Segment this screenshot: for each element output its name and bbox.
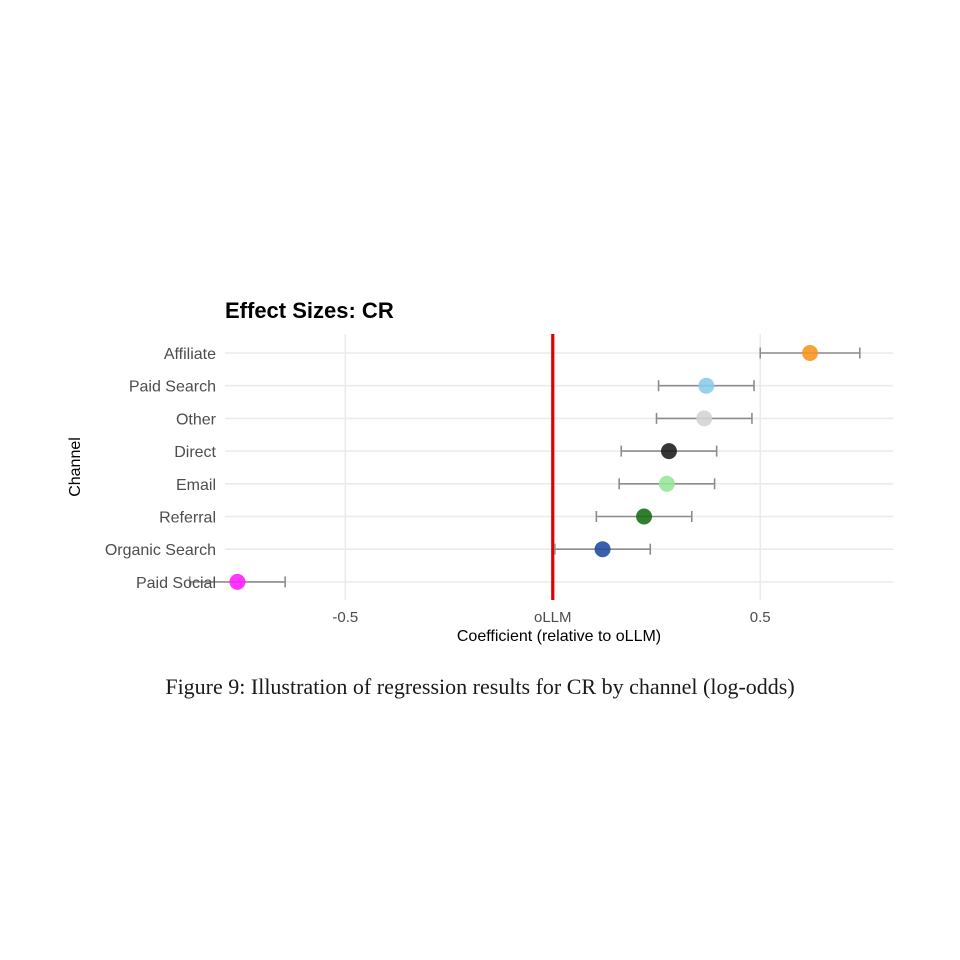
y-tick-label: Other xyxy=(176,411,217,428)
y-tick-label: Affiliate xyxy=(164,346,216,363)
data-point xyxy=(594,541,611,558)
y-tick-label: Email xyxy=(176,477,216,494)
marks-layer xyxy=(188,345,861,590)
x-tick-label: oLLM xyxy=(534,609,572,626)
data-point xyxy=(698,377,715,394)
y-axis-label: Channel xyxy=(67,437,84,497)
x-tick-label: -0.5 xyxy=(332,609,358,626)
y-tick-label: Referral xyxy=(159,510,216,527)
y-tick-label: Paid Search xyxy=(129,379,216,396)
data-point xyxy=(658,475,675,492)
y-tick-label: Organic Search xyxy=(105,542,216,559)
data-point xyxy=(229,573,246,590)
data-point xyxy=(696,410,713,427)
figure-caption: Figure 9: Illustration of regression res… xyxy=(165,674,795,699)
x-axis-label: Coefficient (relative to oLLM) xyxy=(457,628,661,645)
y-tick-labels: Affiliate Paid Search Other Direct Email Refe… xyxy=(105,346,217,592)
x-tick-labels: -0.5 oLLM 0.5 xyxy=(332,609,770,626)
grid-layer xyxy=(225,334,893,600)
x-tick-label: 0.5 xyxy=(750,609,771,626)
chart-title: Effect Sizes: CR xyxy=(225,298,394,323)
y-tick-label: Paid Social xyxy=(136,575,216,592)
data-point xyxy=(660,443,677,460)
y-tick-label: Direct xyxy=(174,444,216,461)
data-point xyxy=(636,508,653,525)
data-point xyxy=(802,345,819,361)
